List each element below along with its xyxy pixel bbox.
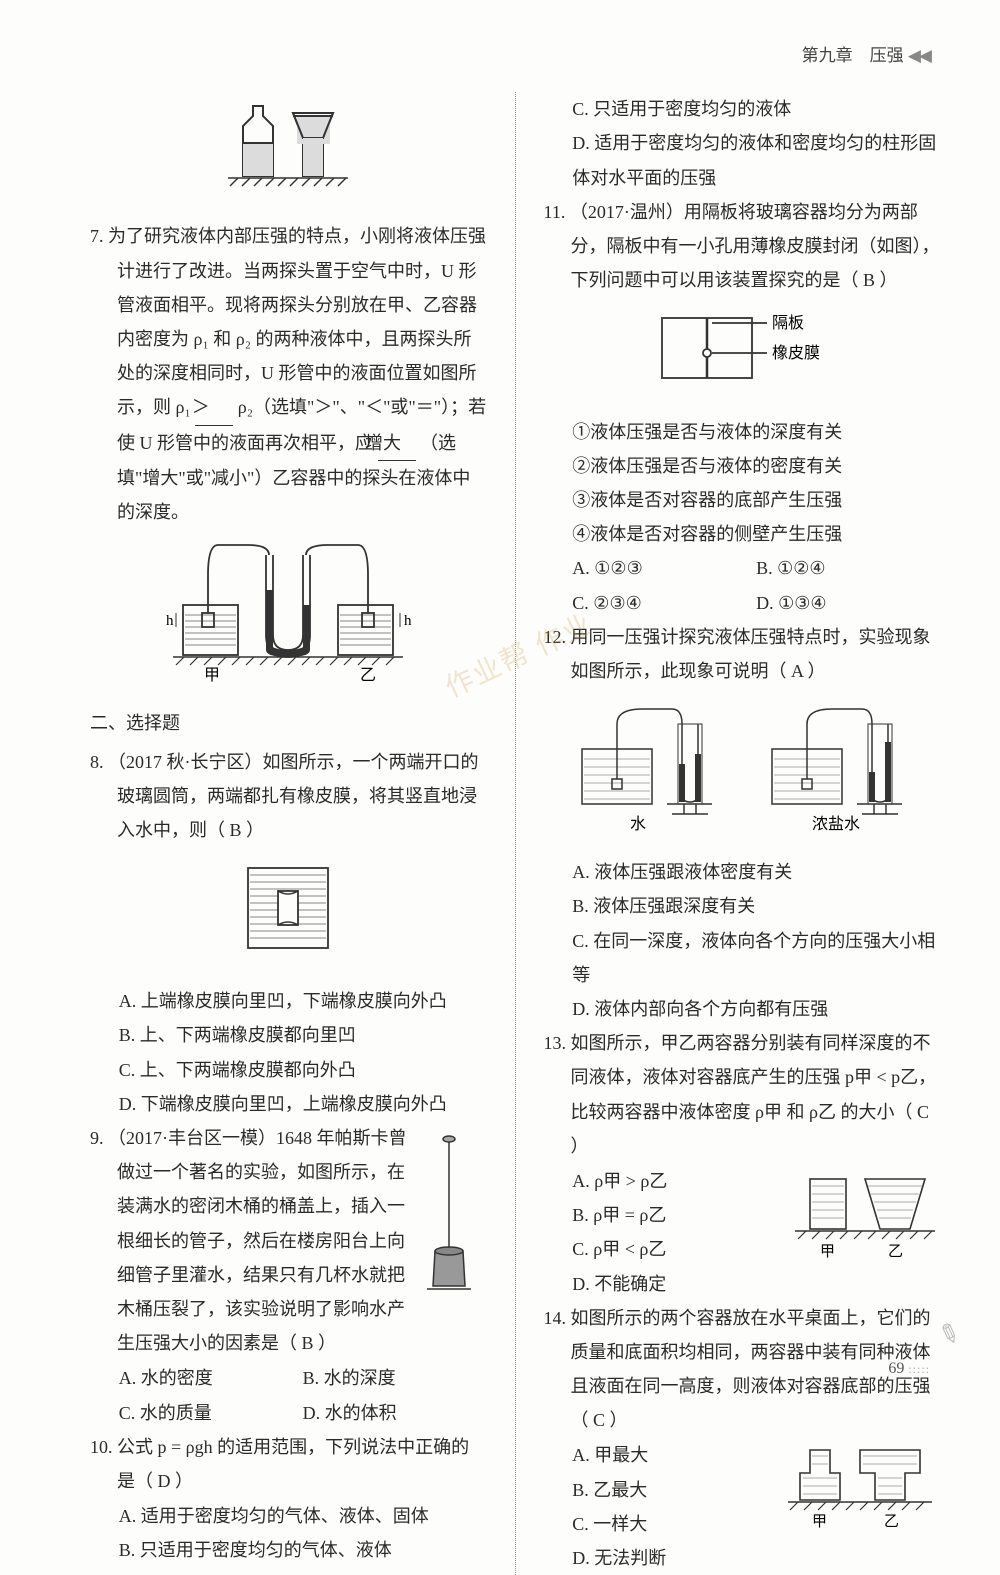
q10-answer: D (158, 1471, 171, 1491)
q11-geban-label: 隔板 (772, 314, 804, 332)
page-dots-icon: ::::: (908, 1362, 930, 1376)
q11-option-b: B. ①②④ (756, 551, 940, 585)
right-column: C. 只适用于密度均匀的液体 D. 适用于密度均匀的液体和密度均匀的柱形固体对水… (544, 92, 941, 1575)
q12-option-c: C. 在同一深度，液体向各个方向的压强大小相等 (544, 924, 941, 992)
q10-text: 10. 公式 p = ρgh 的适用范围，下列说法中正确的是（ (90, 1437, 469, 1491)
figure-q12: 水 浓盐水 (544, 694, 941, 845)
question-14: 14. 如图所示的两个容器放在水平桌面上，它们的质量和底面积均相同，两容器中装有… (544, 1301, 941, 1438)
left-column: 7. 为了研究液体内部压强的特点，小刚将液体压强计进行了改进。当两探头置于空气中… (90, 92, 487, 1575)
figure-q11: 隔板 橡皮膜 (544, 303, 941, 404)
q7-blank2: 增大 (378, 426, 416, 461)
question-11: 11. （2017·温州）用隔板将玻璃容器均分为两部分，隔板中有一小孔用薄橡皮膜… (544, 195, 941, 298)
q9-answer: B (302, 1333, 314, 1353)
q13-tail: ） (571, 1136, 589, 1156)
page-number-value: 69 (888, 1360, 904, 1377)
q13-option-b: B. ρ甲 = ρ乙 (544, 1198, 783, 1232)
q14-option-a: A. 甲最大 (544, 1438, 773, 1472)
q9-text: 9. （2017·丰台区一模）1648 年帕斯卡曾做过一个著名的实验，如图所示，… (90, 1128, 407, 1353)
q13-text: 13. 如图所示，甲乙两容器分别装有同样深度的不同液体，液体对容器底产生的压强 … (544, 1033, 937, 1121)
q12-text: 12. 用同一压强计探究液体压强特点时，实验现象如图所示，此现象可说明（ (544, 627, 931, 681)
question-13: 13. 如图所示，甲乙两容器分别装有同样深度的不同液体，液体对容器底产生的压强 … (544, 1026, 941, 1163)
q14-option-d: D. 无法判断 (544, 1541, 773, 1575)
q7-blank1: ＞ (195, 390, 233, 425)
q8-option-b: B. 上、下两端橡皮膜都向里凹 (90, 1018, 487, 1052)
q9-tail: ） (318, 1333, 336, 1353)
figure-q13: 甲 乙 (790, 1164, 940, 1301)
q7-text-a: 7. 为了研究液体内部压强的特点，小刚将液体压强计进行了改进。当两探头置于空气中… (90, 226, 486, 417)
q10-tail: ） (175, 1471, 193, 1491)
q14-yi: 乙 (884, 1514, 899, 1530)
q13-yi: 乙 (888, 1244, 903, 1260)
q8-option-d: D. 下端橡皮膜向里凹，上端橡皮膜向外凸 (90, 1087, 487, 1121)
q14-option-b: B. 乙最大 (544, 1473, 773, 1507)
question-7: 7. 为了研究液体内部压强的特点，小刚将液体压强计进行了改进。当两探头置于空气中… (90, 219, 487, 529)
q11-mopi-label: 橡皮膜 (772, 344, 820, 362)
page-header: 第九章 压强 ◀◀ (90, 40, 940, 72)
section-2-heading: 二、选择题 (90, 706, 487, 740)
two-column-layout: 7. 为了研究液体内部压强的特点，小刚将液体压强计进行了改进。当两探头置于空气中… (90, 92, 940, 1575)
figure-q14: 甲 乙 (780, 1438, 940, 1575)
header-decor-icon: ◀◀ (908, 46, 930, 65)
q9-options-cd: C. 水的质量 D. 水的体积 (90, 1396, 487, 1430)
q10-option-d: D. 适用于密度均匀的液体和密度均匀的柱形固体对水平面的压强 (544, 126, 941, 194)
figure-bottles (90, 98, 487, 209)
q9-option-d: D. 水的体积 (303, 1396, 487, 1430)
question-9: 9. （2017·丰台区一模）1648 年帕斯卡曾做过一个著名的实验，如图所示，… (90, 1121, 409, 1360)
utube-jia: 甲 (204, 667, 220, 684)
utube-h-left: h (166, 613, 174, 629)
utube-h-right: h (404, 613, 412, 629)
question-12: 12. 用同一压强计探究液体压强特点时，实验现象如图所示，此现象可说明（ A ） (544, 620, 941, 688)
q9-option-a: A. 水的密度 (119, 1361, 303, 1395)
figure-q9 (417, 1121, 487, 1361)
q14-option-c: C. 一样大 (544, 1507, 773, 1541)
q11-answer: B (863, 270, 875, 290)
q12-option-d: D. 液体内部向各个方向都有压强 (544, 992, 941, 1026)
page-number: 69 ::::: (888, 1354, 930, 1384)
q11-item3: ③液体是否对容器的底部产生压强 (544, 483, 941, 517)
q8-tail: ） (246, 820, 264, 840)
q9-options-ab: A. 水的密度 B. 水的深度 (90, 1361, 487, 1395)
q14-answer: C (593, 1410, 605, 1430)
q11-item4: ④液体是否对容器的侧壁产生压强 (544, 517, 941, 551)
q11-item1: ①液体压强是否与液体的深度有关 (544, 415, 941, 449)
q8-option-a: A. 上端橡皮膜向里凹，下端橡皮膜向外凸 (90, 984, 487, 1018)
q12-right-label: 浓盐水 (812, 815, 860, 833)
q9-option-b: B. 水的深度 (303, 1361, 487, 1395)
q13-option-a: A. ρ甲 > ρ乙 (544, 1164, 783, 1198)
q9-option-c: C. 水的质量 (119, 1396, 303, 1430)
q11-option-d: D. ①③④ (756, 586, 940, 620)
question-10: 10. 公式 p = ρgh 的适用范围，下列说法中正确的是（ D ） (90, 1430, 487, 1498)
figure-q8 (90, 853, 487, 974)
utube-yi: 乙 (360, 667, 376, 684)
q11-tail: ） (880, 270, 898, 290)
q11-option-c: C. ②③④ (572, 586, 756, 620)
figure-utube: h h 甲 乙 (90, 535, 487, 696)
column-divider (515, 92, 516, 1575)
q8-text: 8. （2017 秋·长宁区）如图所示，一个两端开口的玻璃圆筒，两端都扎有橡皮膜… (90, 752, 479, 840)
question-8: 8. （2017 秋·长宁区）如图所示，一个两端开口的玻璃圆筒，两端都扎有橡皮膜… (90, 745, 487, 848)
q11-option-a: A. ①②③ (572, 551, 756, 585)
q11-options-cd: C. ②③④ D. ①③④ (544, 586, 941, 620)
q14-jia: 甲 (812, 1514, 827, 1530)
q10-option-c: C. 只适用于密度均匀的液体 (544, 92, 941, 126)
q13-option-c: C. ρ甲 < ρ乙 (544, 1232, 783, 1266)
q12-answer: A (791, 661, 803, 681)
q12-tail: ） (808, 661, 826, 681)
q13-answer: C (917, 1102, 929, 1122)
q10-option-b: B. 只适用于密度均匀的气体、液体 (90, 1533, 487, 1567)
q12-option-b: B. 液体压强跟深度有关 (544, 889, 941, 923)
q8-option-c: C. 上、下两端橡皮膜都向外凸 (90, 1053, 487, 1087)
q13-jia: 甲 (820, 1244, 835, 1260)
q12-left-label: 水 (630, 815, 646, 833)
q8-answer: B (230, 820, 242, 840)
q11-item2: ②液体压强是否与液体的密度有关 (544, 449, 941, 483)
q11-options-ab: A. ①②③ B. ①②④ (544, 551, 941, 585)
chapter-title: 第九章 压强 (802, 46, 904, 65)
q14-tail: ） (610, 1410, 628, 1430)
q10-option-a: A. 适用于密度均匀的气体、液体、固体 (90, 1499, 487, 1533)
q13-option-d: D. 不能确定 (544, 1267, 783, 1301)
q12-option-a: A. 液体压强跟液体密度有关 (544, 855, 941, 889)
